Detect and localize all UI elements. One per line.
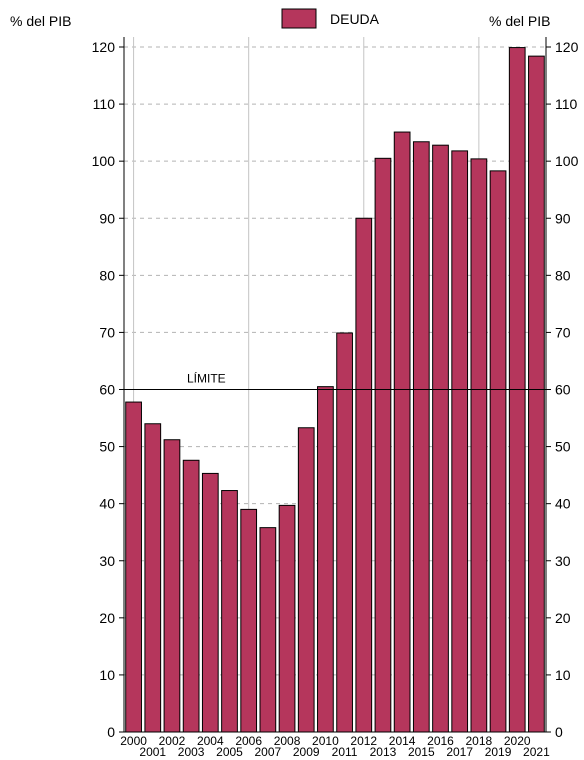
right-tick-label-90: 90 xyxy=(555,210,571,226)
left-tick-label-0: 0 xyxy=(107,724,115,740)
left-tick-label-60: 60 xyxy=(99,382,115,398)
x-tick-label-2015: 2015 xyxy=(408,745,435,759)
x-tick-label-2007: 2007 xyxy=(255,745,282,759)
limit-label: LÍMITE xyxy=(187,371,226,386)
x-tick-label-2013: 2013 xyxy=(370,745,397,759)
x-tick-label-2016: 2016 xyxy=(427,734,454,748)
left-y-tick-labels: 0 10 20 30 40 50 60 70 80 90 100 110 120 xyxy=(92,39,116,740)
bar-2004 xyxy=(201,472,219,733)
legend-label-deuda: DEUDA xyxy=(330,11,380,27)
bar-2014 xyxy=(393,131,411,733)
x-tick-label-2001: 2001 xyxy=(139,745,166,759)
left-tick-label-100: 100 xyxy=(92,153,116,169)
bar-2019 xyxy=(489,170,507,733)
left-tick-label-30: 30 xyxy=(99,553,115,569)
left-tick-label-70: 70 xyxy=(99,324,115,340)
legend: DEUDA xyxy=(281,8,380,29)
right-tick-label-40: 40 xyxy=(555,496,571,512)
bar-2016 xyxy=(432,144,449,733)
bar-2010 xyxy=(317,386,334,733)
left-tick-label-90: 90 xyxy=(99,210,115,226)
x-tick-label-2019: 2019 xyxy=(485,745,512,759)
x-tick-label-2020: 2020 xyxy=(504,734,531,748)
bar-2000 xyxy=(125,401,142,733)
right-tick-label-60: 60 xyxy=(555,382,571,398)
left-tick-label-110: 110 xyxy=(93,96,116,112)
bar-2015 xyxy=(412,141,430,733)
right-axis-unit: % del PIB xyxy=(489,13,550,29)
right-tick-label-10: 10 xyxy=(555,667,571,683)
right-tick-label-30: 30 xyxy=(555,553,571,569)
right-tick-label-70: 70 xyxy=(555,324,571,340)
x-tick-label-2021: 2021 xyxy=(523,745,550,759)
left-tick-label-20: 20 xyxy=(99,610,115,626)
right-tick-label-110: 110 xyxy=(555,96,578,112)
bar-2009 xyxy=(297,427,315,733)
bar-2013 xyxy=(374,157,392,733)
x-tick-label-2009: 2009 xyxy=(293,745,320,759)
right-tick-label-80: 80 xyxy=(555,267,571,283)
x-tick-label-2011: 2011 xyxy=(332,745,358,759)
bar-2003 xyxy=(182,459,200,733)
left-tick-label-120: 120 xyxy=(92,39,116,55)
bar-2008 xyxy=(278,504,296,733)
x-tick-label-2010: 2010 xyxy=(312,734,339,748)
left-tick-label-50: 50 xyxy=(99,439,115,455)
bar-2017 xyxy=(451,150,469,733)
legend-swatch-deuda xyxy=(281,8,317,29)
bar-2021 xyxy=(528,55,545,733)
x-tick-label-2000: 2000 xyxy=(120,734,147,748)
right-y-tick-labels: 0 10 20 30 40 50 60 70 80 90 100 110 120 xyxy=(555,39,579,740)
x-tick-label-2008: 2008 xyxy=(274,734,301,748)
bar-2001 xyxy=(144,423,162,733)
x-tick-label-2002: 2002 xyxy=(159,734,186,748)
bar-2006 xyxy=(240,508,258,733)
x-tick-labels: 2000200120022003200420052006200720082009… xyxy=(120,734,550,759)
bar-2005 xyxy=(221,490,238,733)
x-tick-label-2003: 2003 xyxy=(178,745,205,759)
left-axis-unit: % del PIB xyxy=(10,13,71,29)
bar-2011 xyxy=(336,332,353,733)
left-tick-label-40: 40 xyxy=(99,496,115,512)
axes xyxy=(119,37,551,733)
x-tick-label-2004: 2004 xyxy=(197,734,224,748)
gridlines xyxy=(124,37,546,732)
x-tick-label-2012: 2012 xyxy=(350,734,377,748)
right-tick-label-0: 0 xyxy=(555,724,563,740)
bar-2007 xyxy=(259,527,277,733)
bar-2018 xyxy=(470,158,488,733)
left-tick-label-80: 80 xyxy=(99,267,115,283)
bar-2002 xyxy=(163,439,181,733)
right-tick-label-120: 120 xyxy=(555,39,579,55)
x-tick-label-2005: 2005 xyxy=(216,745,243,759)
x-tick-label-2014: 2014 xyxy=(389,734,416,748)
left-tick-label-10: 10 xyxy=(99,667,115,683)
right-tick-label-20: 20 xyxy=(555,610,571,626)
x-tick-label-2017: 2017 xyxy=(446,745,473,759)
right-tick-label-100: 100 xyxy=(555,153,579,169)
x-tick-label-2006: 2006 xyxy=(235,734,262,748)
bar-2012 xyxy=(355,217,373,733)
x-tick-label-2018: 2018 xyxy=(466,734,493,748)
limit-reference-line: LÍMITE xyxy=(124,371,546,390)
right-tick-label-50: 50 xyxy=(555,439,571,455)
